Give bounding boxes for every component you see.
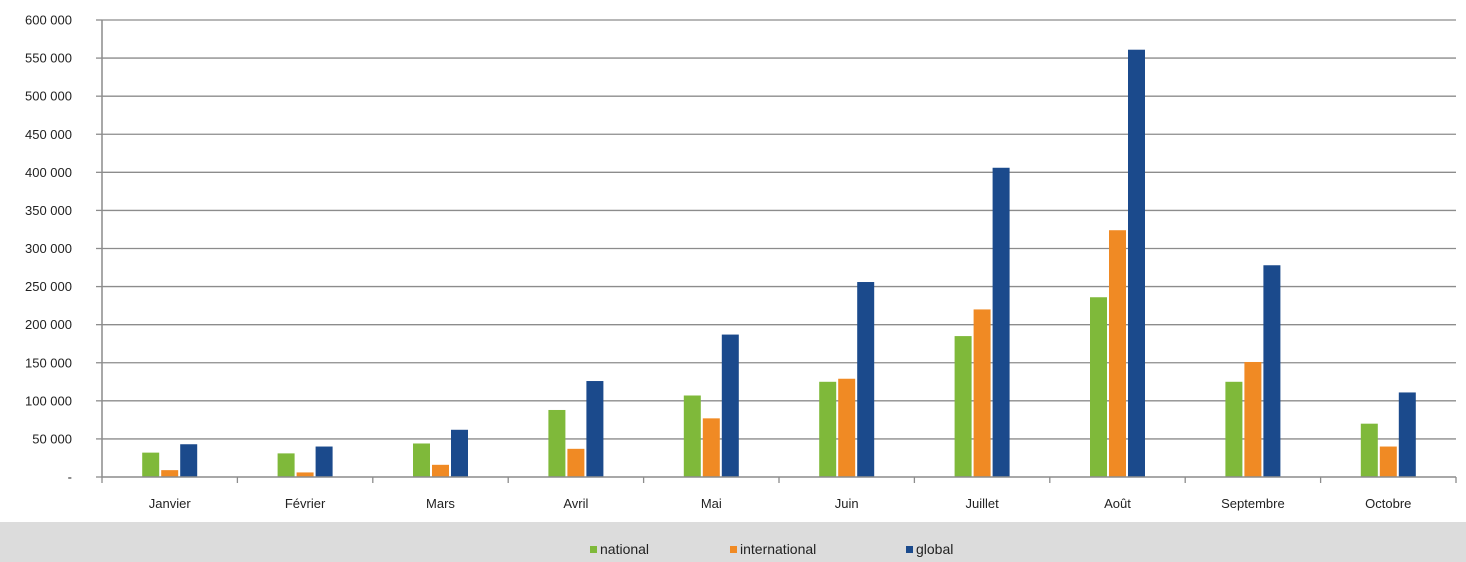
x-tick-label: Août — [1104, 496, 1131, 511]
bar-national — [954, 336, 972, 477]
bar-international — [1109, 230, 1126, 477]
bar-national — [1360, 423, 1378, 477]
y-tick-label: 350 000 — [25, 203, 72, 218]
bar-national — [548, 409, 566, 477]
y-tick-label: 100 000 — [25, 393, 72, 408]
legend-label-global: global — [916, 541, 953, 557]
axes: - 50 000 100 000 150 000 200 000 250 000 300 0… — [25, 13, 1457, 511]
bar-national — [413, 443, 430, 477]
legend-swatch-national — [590, 546, 597, 553]
bar-global — [180, 444, 198, 477]
y-tick-label: 450 000 — [25, 127, 72, 142]
bar-global — [315, 446, 333, 477]
bar-global — [586, 381, 604, 477]
y-tick-label: 400 000 — [25, 165, 72, 180]
bar-international — [161, 470, 179, 477]
bar-international — [838, 378, 856, 477]
bar-national — [277, 453, 295, 477]
bar-international — [973, 309, 991, 477]
legend-label-national: national — [600, 541, 649, 557]
bar-global — [857, 282, 875, 477]
bar-international — [702, 418, 720, 477]
bar-global — [1398, 392, 1416, 477]
x-tick-label: Septembre — [1221, 496, 1285, 511]
x-tick-label: Mars — [426, 496, 455, 511]
x-tick-label: Mai — [701, 496, 722, 511]
bar-global — [992, 167, 1010, 477]
legend-label-international: international — [740, 541, 816, 557]
legend-background — [0, 522, 1466, 562]
y-tick-label: 50 000 — [32, 431, 72, 446]
bar-global — [721, 334, 739, 477]
y-tick-label: 550 000 — [25, 51, 72, 66]
bar-international — [1379, 446, 1397, 477]
legend: national international global — [590, 541, 953, 557]
y-tick-label: 600 000 — [25, 13, 72, 28]
bar-international — [567, 448, 585, 477]
bar-international — [432, 464, 449, 477]
y-tick-label: 200 000 — [25, 317, 72, 332]
bar-global — [451, 429, 468, 477]
x-tick-label: Avril — [563, 496, 588, 511]
bar-international — [1244, 361, 1262, 477]
y-tick-label: - — [68, 470, 72, 485]
bar-national — [1090, 297, 1107, 477]
legend-swatch-international — [730, 546, 737, 553]
bar-national — [683, 395, 701, 477]
bar-national — [819, 381, 837, 477]
x-tick-label: Janvier — [149, 496, 192, 511]
bar-global — [1128, 49, 1145, 478]
bar-national — [142, 452, 160, 477]
x-tick-label: Juin — [835, 496, 859, 511]
bars — [142, 49, 1416, 478]
bar-national — [1225, 381, 1243, 477]
y-tick-label: 500 000 — [25, 89, 72, 104]
y-tick-label: 300 000 — [25, 241, 72, 256]
x-tick-label: Février — [285, 496, 326, 511]
legend-swatch-global — [906, 546, 913, 553]
bar-international — [296, 472, 314, 477]
x-tick-label: Juillet — [965, 496, 999, 511]
x-tick-label: Octobre — [1365, 496, 1411, 511]
gridlines — [102, 19, 1456, 440]
y-tick-label: 150 000 — [25, 355, 72, 370]
y-tick-label: 250 000 — [25, 279, 72, 294]
bar-global — [1263, 265, 1281, 477]
